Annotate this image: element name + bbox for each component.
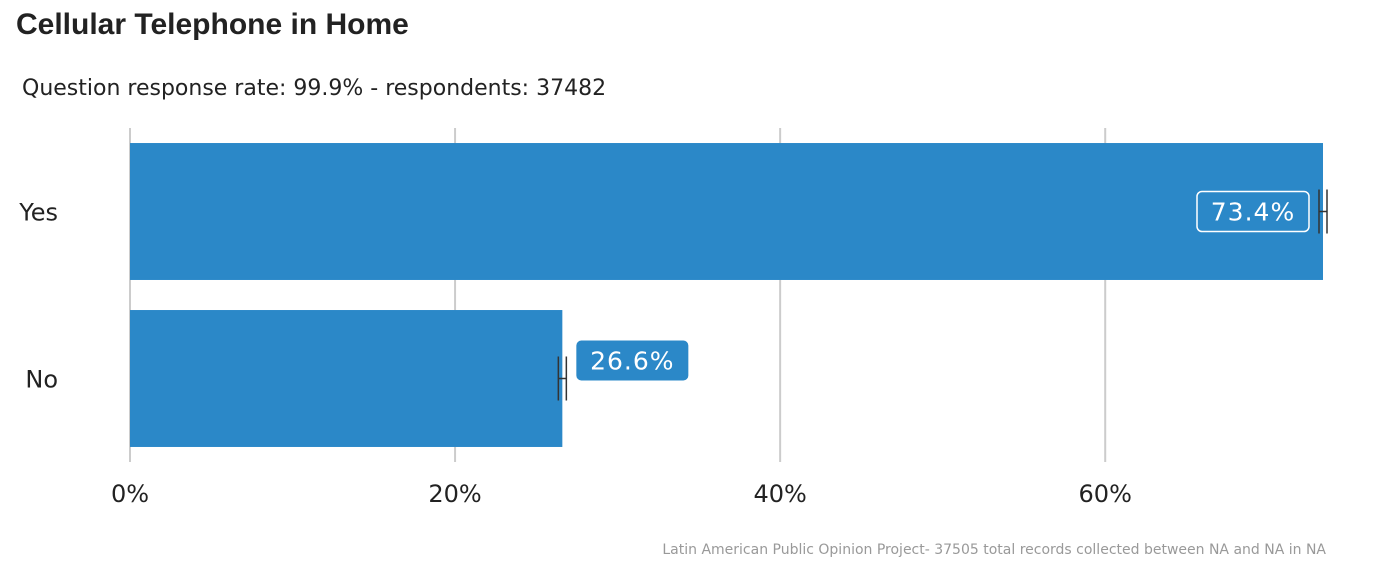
data-label-box-no [576, 340, 689, 381]
chart-subtitle: Question response rate: 99.9% - responde… [22, 76, 607, 101]
bar-yes [130, 143, 1323, 280]
y-category-label: No [25, 366, 58, 394]
data-label-no: 26.6% [590, 347, 674, 376]
labels: 0% 20% 40% 60% Yes 73.4% No 26.6% [18, 190, 1310, 508]
x-tick-label: 60% [1079, 480, 1132, 508]
y-category-label: Yes [18, 199, 58, 227]
bars [130, 143, 1328, 447]
bar-no [130, 310, 563, 447]
chart-caption: Latin American Public Opinion Project- 3… [662, 542, 1326, 558]
chart-title: Cellular Telephone in Home [16, 8, 409, 41]
data-label-box-yes [1196, 190, 1310, 233]
data-label-yes: 73.4% [1211, 198, 1295, 227]
x-tick-label: 0% [111, 480, 149, 508]
x-tick-label: 20% [428, 480, 481, 508]
x-tick-label: 40% [753, 480, 806, 508]
